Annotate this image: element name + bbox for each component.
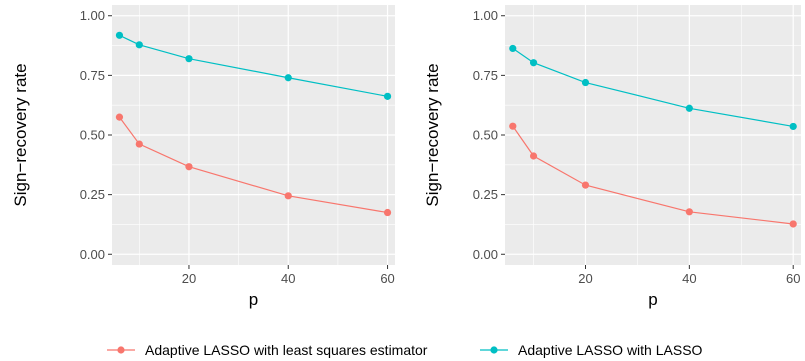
data-point xyxy=(115,31,124,39)
series-2 xyxy=(509,44,797,131)
series-2 xyxy=(115,31,392,100)
series-1 xyxy=(509,122,797,228)
y-tick-label: 0.75 xyxy=(473,68,498,83)
data-point xyxy=(135,41,143,49)
data-point xyxy=(529,152,538,160)
y-tick-label: 0.25 xyxy=(473,187,498,202)
data-point xyxy=(135,140,143,148)
legend-item-1: Adaptive LASSO with least squares estima… xyxy=(107,342,428,358)
data-point xyxy=(789,220,797,228)
x-tick-label: 20 xyxy=(182,271,196,286)
data-point xyxy=(789,122,797,131)
y-axis-title: Sign−recovery rate xyxy=(11,63,30,206)
legend-key-point xyxy=(490,346,498,354)
y-tick-label: 0.50 xyxy=(80,128,105,143)
legend: Adaptive LASSO with least squares estima… xyxy=(107,342,703,358)
data-point xyxy=(115,113,124,121)
y-tick-label: 1.00 xyxy=(80,8,105,23)
y-tick-label: 0.00 xyxy=(80,247,105,262)
data-point xyxy=(383,208,392,217)
x-axis-title: p xyxy=(249,290,258,309)
y-tick-label: 1.00 xyxy=(473,8,498,23)
data-point xyxy=(185,55,193,63)
data-point xyxy=(284,74,292,82)
y-axis-title: Sign−recovery rate xyxy=(423,63,442,206)
series-1 xyxy=(115,113,392,217)
x-tick-label: 20 xyxy=(578,271,592,286)
legend-label: Adaptive LASSO with LASSO xyxy=(518,342,703,358)
data-point xyxy=(581,181,590,189)
x-axis-title: p xyxy=(648,290,657,309)
legend-label: Adaptive LASSO with least squares estima… xyxy=(145,342,428,358)
y-tick-label: 0.75 xyxy=(80,68,105,83)
x-tick-label: 40 xyxy=(281,271,295,286)
data-point xyxy=(685,104,693,112)
legend-item-2: Adaptive LASSO with LASSO xyxy=(480,342,703,358)
data-point xyxy=(529,59,538,67)
data-point xyxy=(185,163,193,171)
x-tick-label: 40 xyxy=(682,271,696,286)
data-point xyxy=(685,208,693,216)
y-tick-label: 0.25 xyxy=(80,187,105,202)
y-tick-label: 0.00 xyxy=(473,247,498,262)
panel-1: 20 40 60 0.00 0.25 0.50 0.75 1.00 p Sign−recovery… xyxy=(11,5,395,309)
data-point xyxy=(509,44,517,53)
legend-key-point xyxy=(117,346,125,354)
data-point xyxy=(383,92,392,100)
panel-2: 20 40 60 0.00 0.25 0.50 0.75 1.00 p Sign−recovery… xyxy=(423,5,801,309)
data-point xyxy=(581,78,590,87)
x-tick-label: 60 xyxy=(786,271,800,286)
data-point xyxy=(284,192,292,200)
x-tick-label: 60 xyxy=(380,271,394,286)
data-point xyxy=(509,122,517,130)
y-tick-label: 0.50 xyxy=(473,128,498,143)
